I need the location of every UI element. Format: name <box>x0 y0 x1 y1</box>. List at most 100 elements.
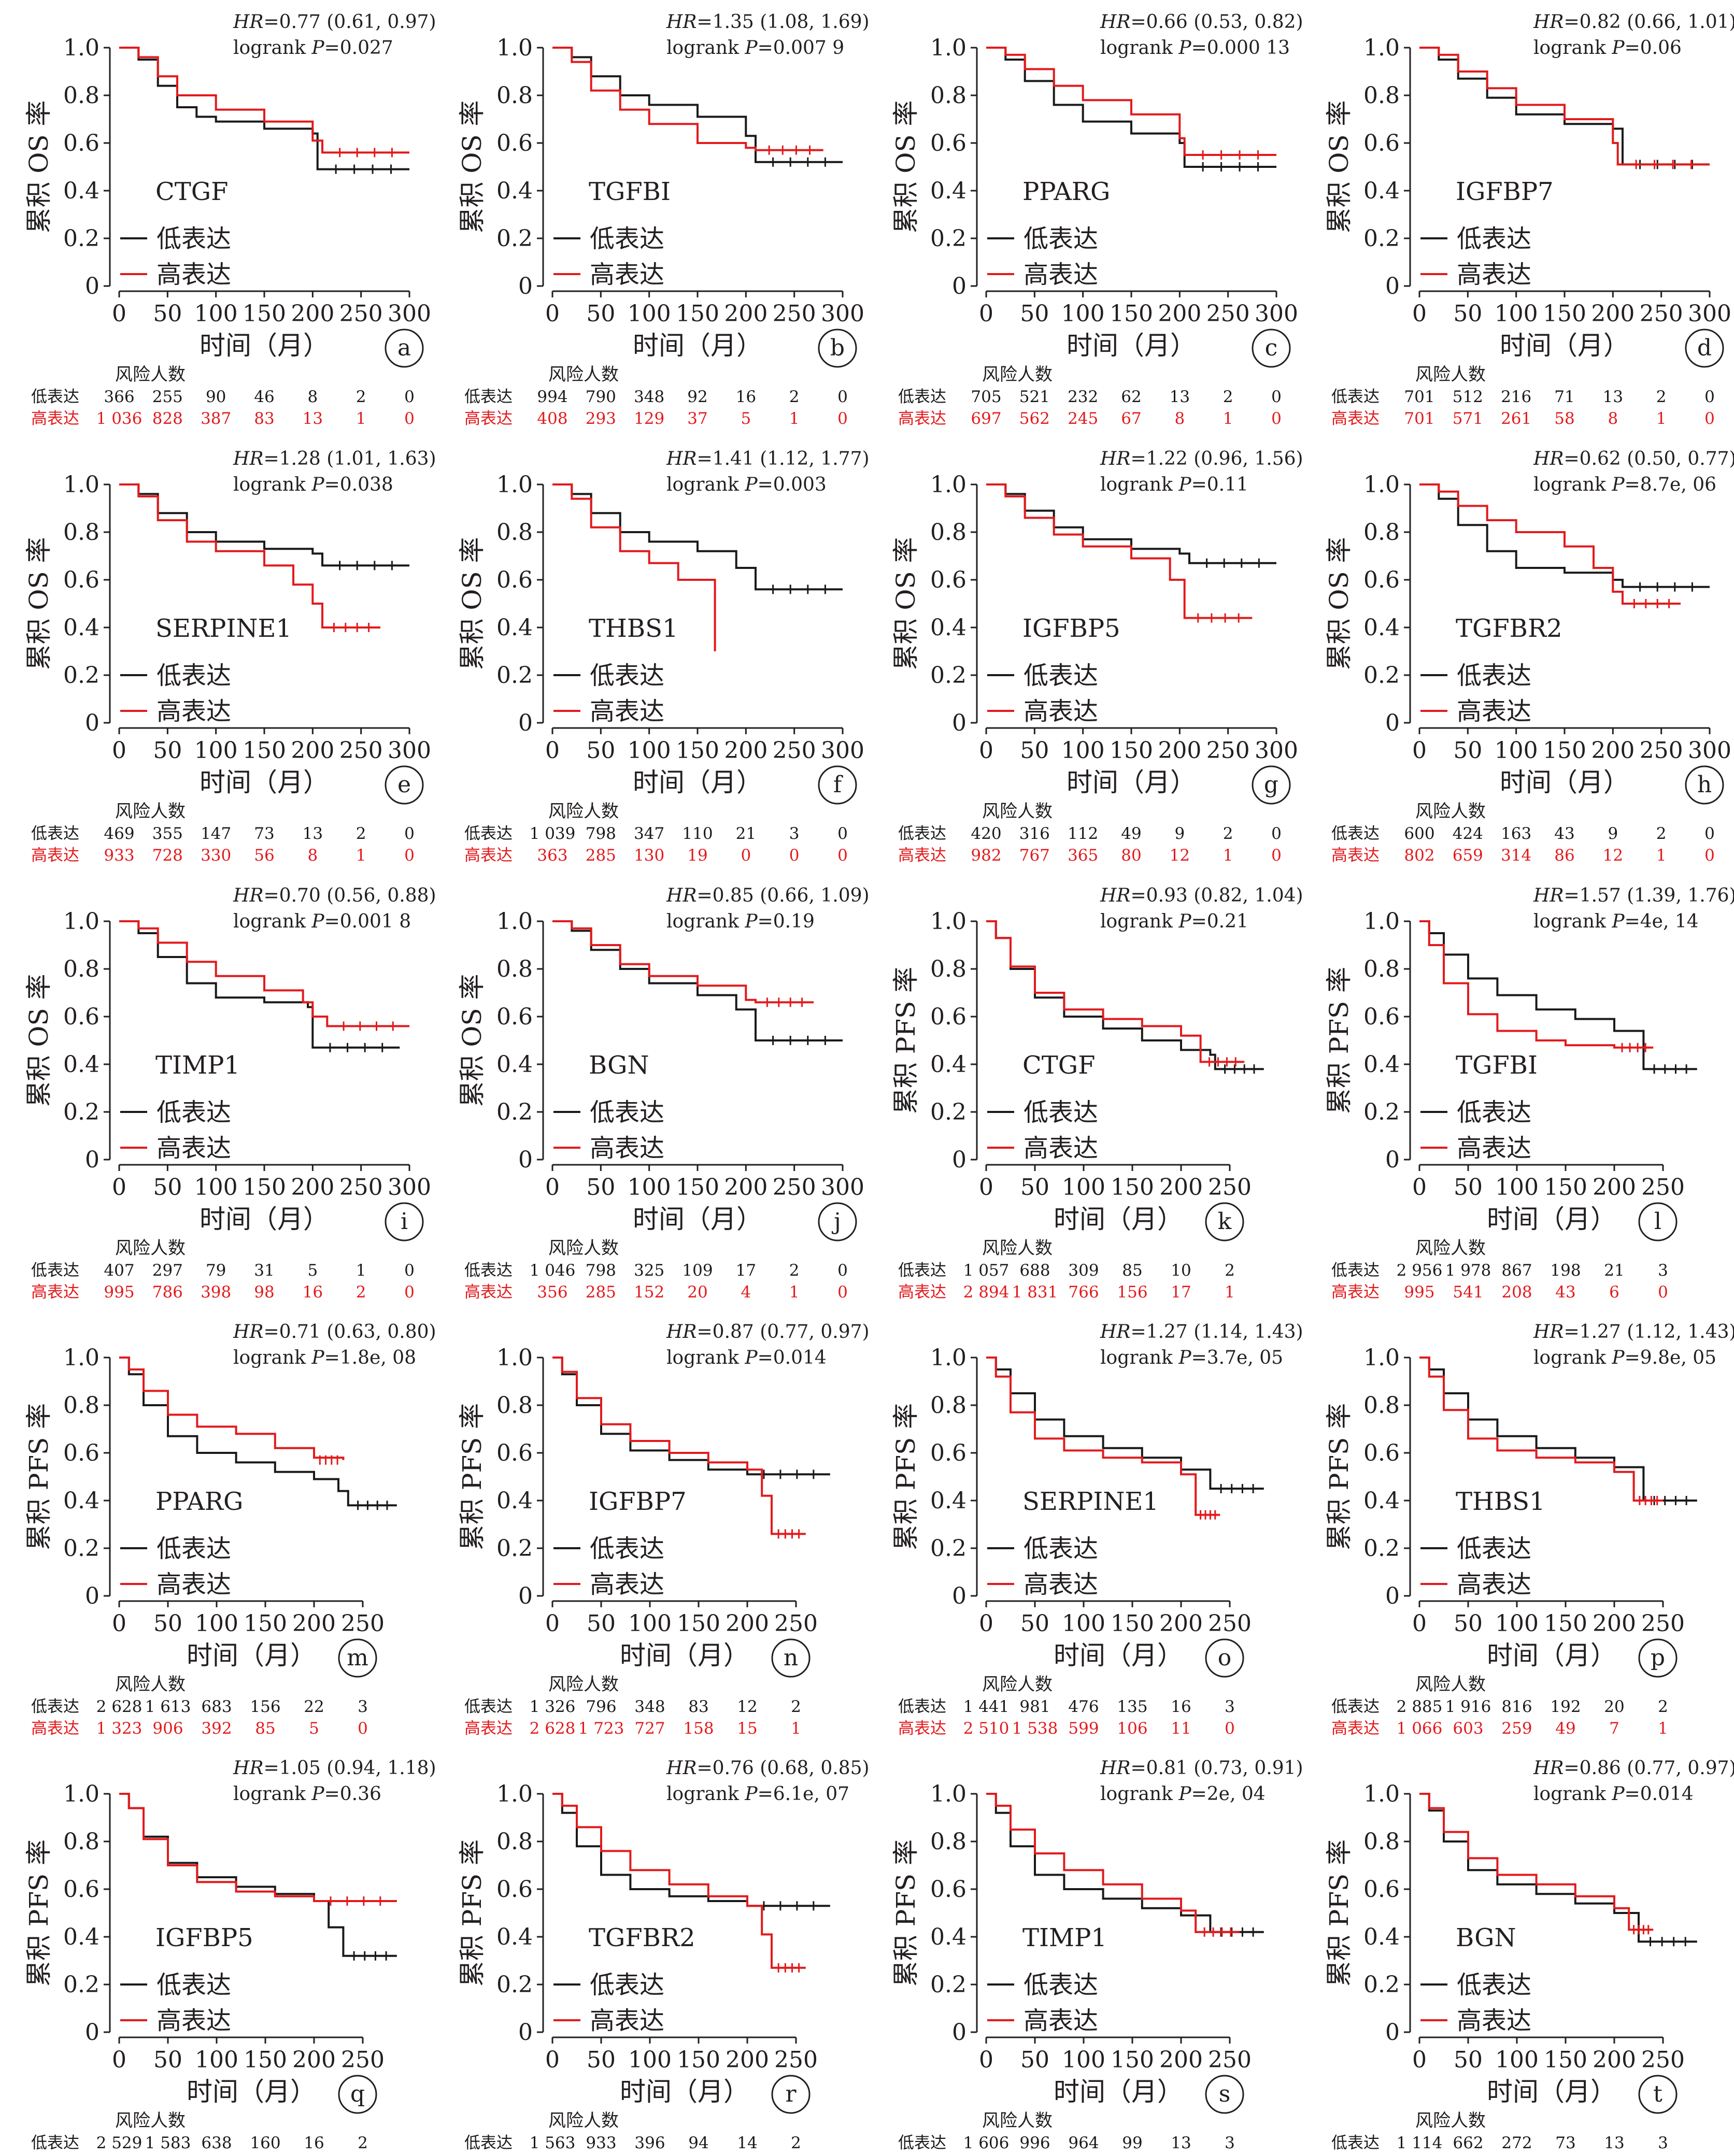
risk-low-count: 255 <box>152 388 183 406</box>
y-tick-label: 0.2 <box>1363 1535 1400 1562</box>
risk-high-count: 1 538 <box>1012 1719 1058 1738</box>
risk-low-count: 816 <box>1501 1697 1532 1716</box>
y-tick-label: 0.8 <box>63 956 100 982</box>
km-panel-i: 00.20.40.60.81.0累积 OS 率0 50 100 150 200 250 30… <box>24 885 436 1302</box>
low-expression-curve <box>119 47 409 170</box>
x-tick-label: 250 <box>773 737 816 764</box>
y-tick-label: 1.0 <box>496 908 533 935</box>
logrank-annotation: logrank P=3.7e, 05 <box>1100 1347 1283 1368</box>
risk-low-count: 964 <box>1068 2134 1099 2152</box>
x-tick-label: 200 <box>1593 1610 1636 1637</box>
risk-high-count: 365 <box>1068 846 1098 865</box>
x-tick-label: 200 <box>291 301 334 327</box>
y-axis-label: 累积 OS 率 <box>457 100 487 233</box>
y-tick-label: 1.0 <box>63 1345 100 1371</box>
y-tick-label: 0.4 <box>1363 178 1400 204</box>
risk-low-count: 31 <box>254 1261 274 1280</box>
risk-low-count: 1 441 <box>963 1697 1010 1716</box>
panel-letter: p <box>1651 1645 1665 1671</box>
risk-low-count: 3 <box>789 824 800 843</box>
x-tick-label: 100 <box>1062 2047 1105 2073</box>
legend-high-label: 高表达 <box>1457 1570 1531 1599</box>
x-tick-label: 300 <box>388 737 431 764</box>
risk-low-count: 9 <box>1608 824 1618 843</box>
legend-low-label: 低表达 <box>590 224 664 253</box>
km-panel-s: 0 0.2 0.4 0.6 0.8 1.0 累积 PFS 率 0 50 100 150 200 250 时… <box>891 1758 1303 2156</box>
x-tick-label: 0 <box>112 1610 126 1637</box>
y-tick-label: 0.6 <box>1363 567 1400 593</box>
risk-low-count: 2 <box>1656 388 1667 406</box>
x-axis-label: 时间（月） <box>1054 1204 1183 1234</box>
risk-low-count: 0 <box>837 1261 848 1280</box>
y-tick-label: 0 <box>952 1583 967 1609</box>
y-tick-label: 0.8 <box>496 956 533 982</box>
risk-low-count: 216 <box>1501 388 1531 406</box>
gene-name: TIMP1 <box>155 1051 240 1080</box>
risk-low-count: 476 <box>1068 1697 1099 1716</box>
y-tick-label: 1.0 <box>930 908 967 935</box>
y-axis-label: 累积 OS 率 <box>457 974 487 1107</box>
panel-letter: l <box>1654 1208 1661 1235</box>
x-tick-label: 200 <box>291 737 334 764</box>
km-panel-h: 00.20.40.60.81.0累积 OS 率0 50 100 150 200 250 30… <box>1324 448 1734 865</box>
risk-high-count: 1 <box>356 409 366 428</box>
y-tick-label: 1.0 <box>1363 35 1400 61</box>
legend-low-label: 低表达 <box>590 661 664 690</box>
y-axis-label: 累积 PFS 率 <box>24 1403 54 1550</box>
y-tick-label: 0 <box>85 2019 100 2046</box>
risk-high-count: 261 <box>1501 409 1531 428</box>
risk-low-count: 469 <box>104 824 134 843</box>
logrank-annotation: logrank P=0.014 <box>666 1347 827 1368</box>
hr-annotation: HR=0.81 (0.73, 0.91) <box>1100 1758 1303 1779</box>
gene-name: CTGF <box>155 177 228 206</box>
gene-name: THBS1 <box>1456 1487 1545 1516</box>
legend-high-label: 高表达 <box>590 260 664 289</box>
risk-table-header: 风险人数 <box>548 801 619 822</box>
y-axis-label: 累积 PFS 率 <box>457 1839 487 1987</box>
risk-low-count: 1 326 <box>530 1697 576 1716</box>
y-tick-label: 0.8 <box>1363 1392 1400 1419</box>
x-tick-label: 100 <box>1495 301 1538 327</box>
y-axis-label: 累积 PFS 率 <box>1324 1403 1354 1550</box>
risk-low-count: 22 <box>304 1697 324 1716</box>
panel-letter-circle <box>338 1638 377 1678</box>
y-tick-label: 0.2 <box>496 662 533 689</box>
x-tick-label: 0 <box>112 1174 126 1201</box>
y-axis-label: 累积 PFS 率 <box>891 1839 921 1987</box>
y-tick-label: 0.2 <box>63 1972 100 1998</box>
high-expression-curve <box>986 1357 1220 1516</box>
y-tick-label: 0.6 <box>496 1440 533 1466</box>
x-tick-label: 0 <box>112 301 126 327</box>
x-tick-label: 100 <box>628 2047 672 2073</box>
x-tick-label: 150 <box>243 301 286 327</box>
panel-letter: q <box>350 2081 365 2107</box>
legend-low-label: 低表达 <box>157 661 231 690</box>
panel-letter: m <box>347 1645 368 1671</box>
gene-name: IGFBP7 <box>589 1487 687 1516</box>
risk-high-count: 1 <box>1225 1283 1235 1302</box>
x-tick-label: 100 <box>195 1610 238 1637</box>
risk-low-count: 1 057 <box>963 1261 1010 1280</box>
x-tick-label: 50 <box>587 1610 616 1637</box>
risk-low-count: 683 <box>201 1697 232 1716</box>
legend-high-label: 高表达 <box>590 697 664 726</box>
logrank-annotation: logrank P=0.027 <box>233 37 393 59</box>
risk-low-count: 3 <box>1658 1261 1668 1280</box>
risk-low-count: 2 529 <box>96 2134 143 2152</box>
risk-low-count: 798 <box>586 824 616 843</box>
x-tick-label: 300 <box>821 301 864 327</box>
risk-high-count: 85 <box>255 1719 275 1738</box>
y-tick-label: 0.2 <box>930 1535 967 1562</box>
risk-high-count: 0 <box>404 409 415 428</box>
y-tick-label: 0.4 <box>63 615 100 641</box>
x-tick-label: 250 <box>773 1174 816 1201</box>
x-tick-label: 50 <box>153 737 182 764</box>
risk-low-count: 110 <box>682 824 713 843</box>
legend-low-label: 低表达 <box>590 1971 664 2000</box>
risk-high-count: 7 <box>1609 1719 1619 1738</box>
km-panel-r: 0 0.2 0.4 0.6 0.8 1.0 累积 PFS 率 0 50 100 150 200 250 时… <box>457 1758 870 2156</box>
risk-high-count: 599 <box>1068 1719 1099 1738</box>
risk-low-count: 90 <box>206 388 226 406</box>
high-expression-curve <box>552 1357 806 1535</box>
risk-high-count: 541 <box>1453 1283 1483 1302</box>
